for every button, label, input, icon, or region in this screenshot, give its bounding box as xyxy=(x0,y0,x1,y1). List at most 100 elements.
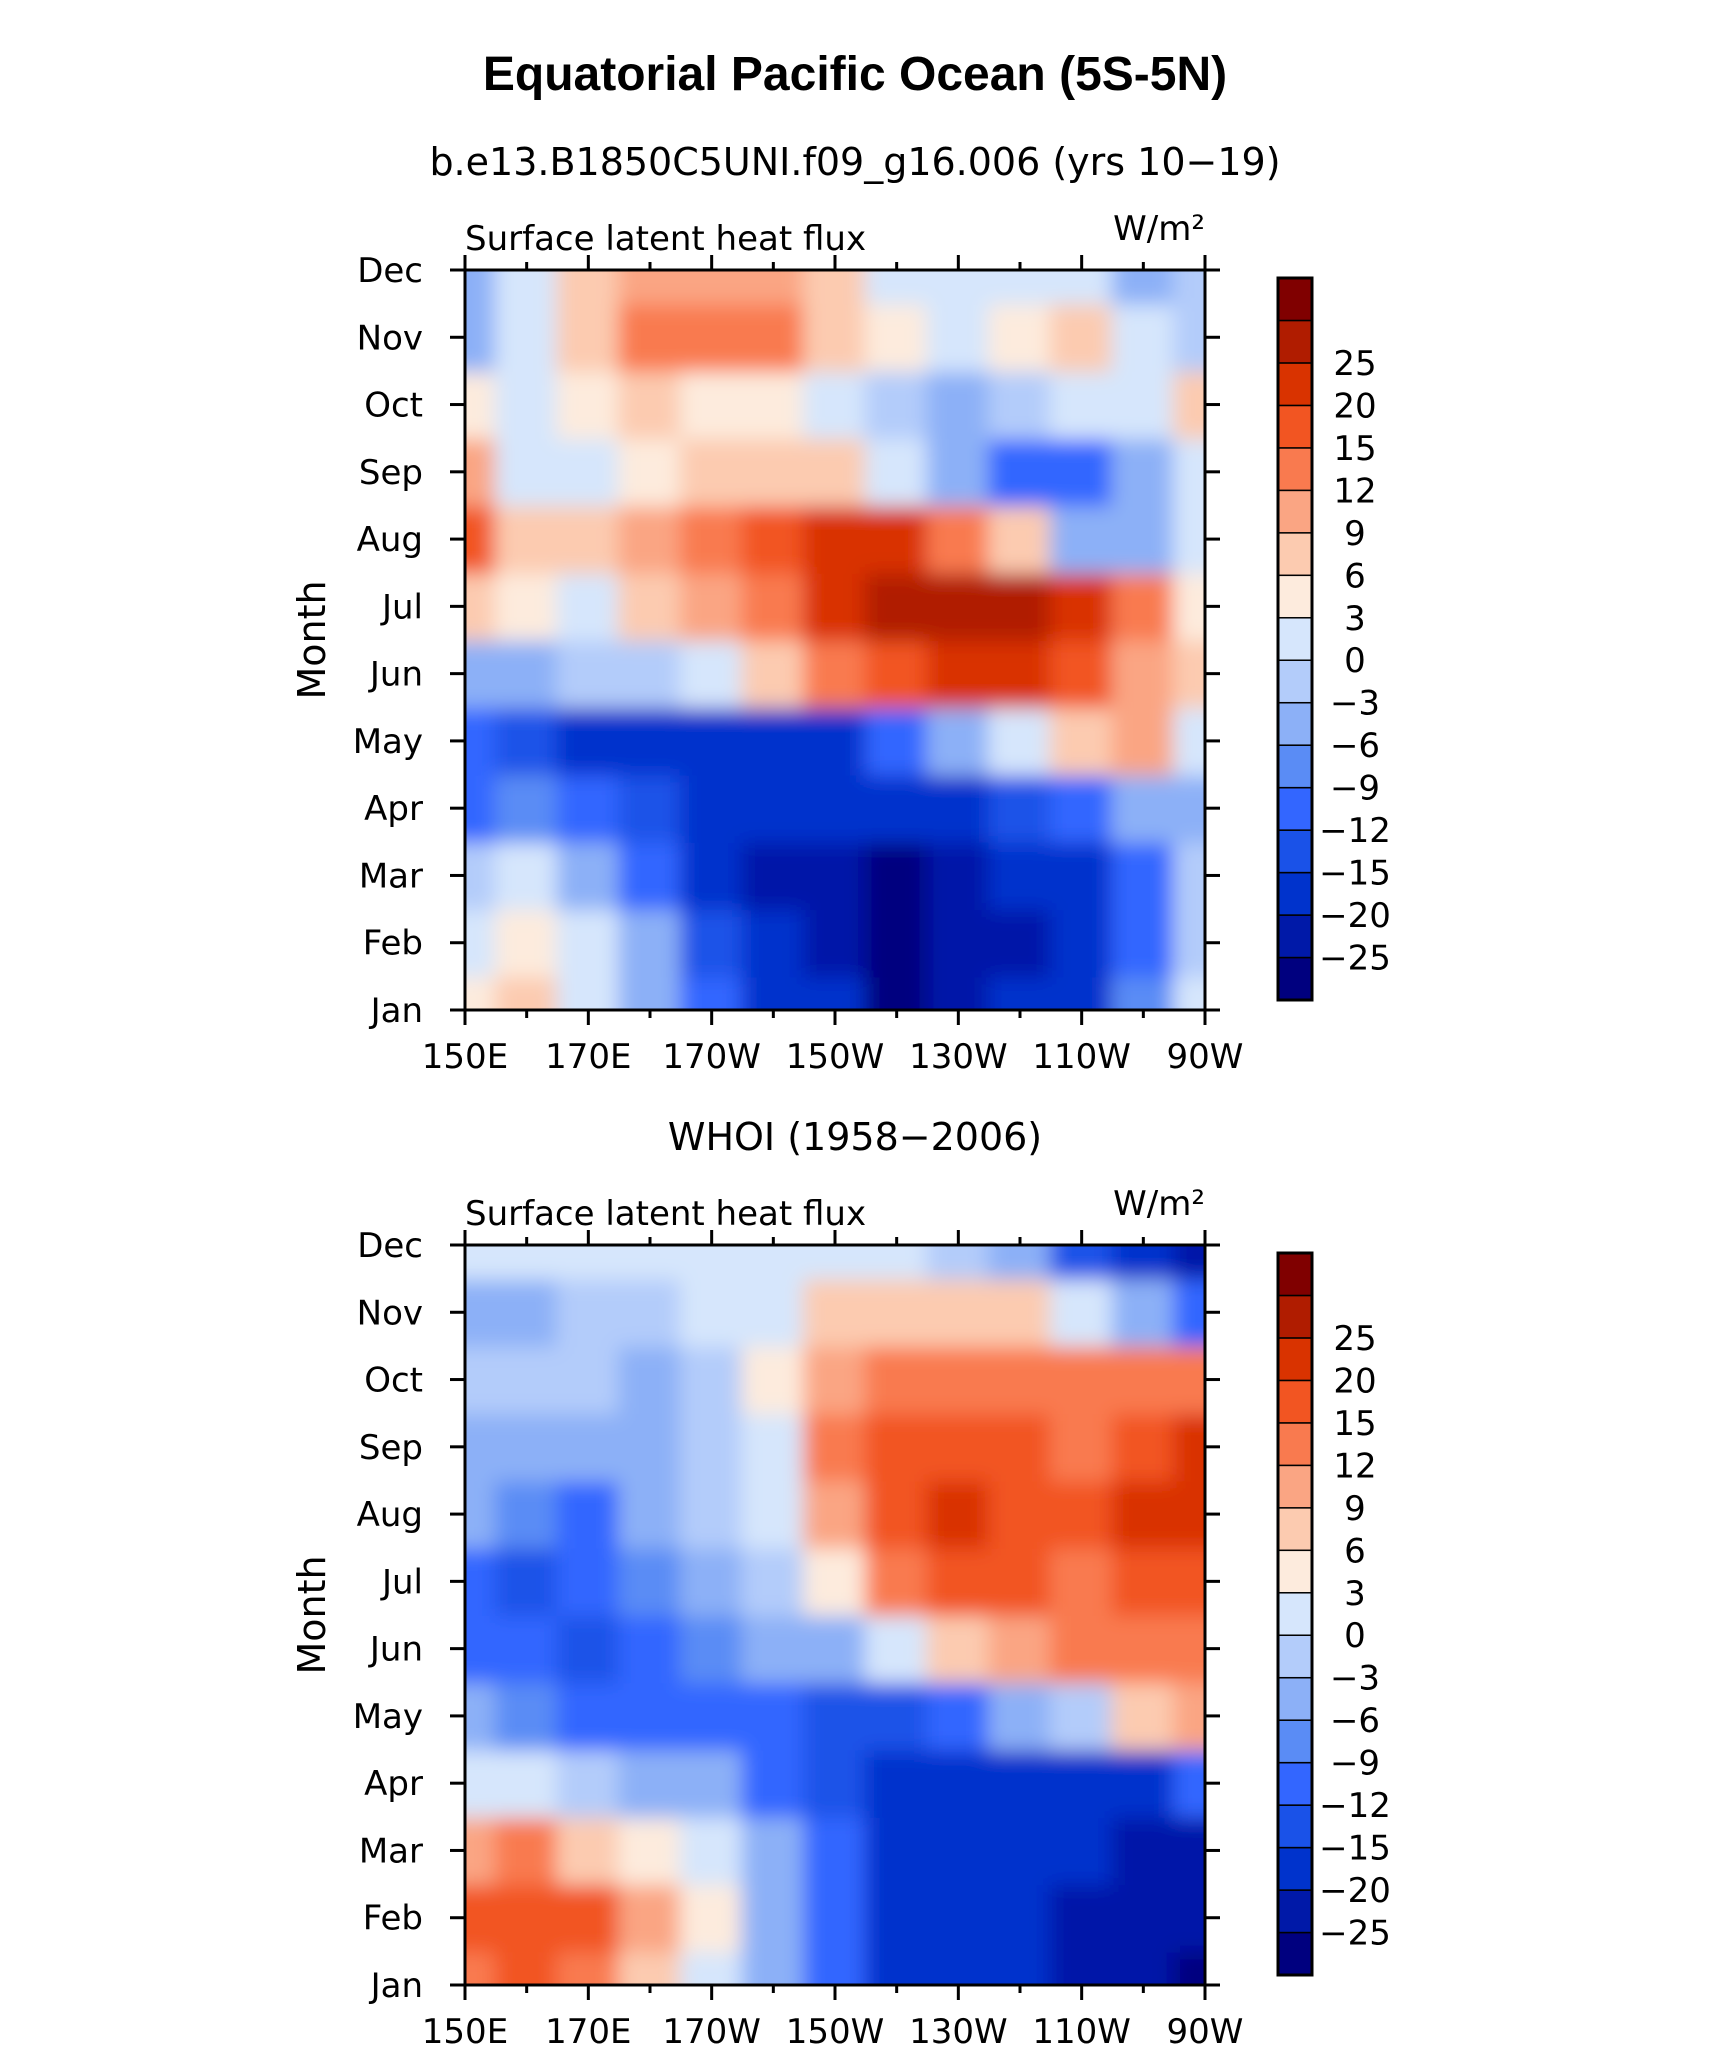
heatmap-cell xyxy=(556,840,621,911)
heatmap-cell xyxy=(988,437,1052,507)
heatmap-cell xyxy=(1049,975,1114,1010)
heatmap-cell xyxy=(1049,908,1114,978)
heatmap-cell xyxy=(803,1546,867,1616)
heatmap-cell xyxy=(926,1412,991,1482)
heatmap-cell xyxy=(1049,1883,1114,1953)
heatmap-cell xyxy=(1173,1277,1205,1347)
x-tick-label: 110W xyxy=(1032,1037,1131,1077)
colorbar-label: −25 xyxy=(1319,1914,1391,1954)
heatmap-cell xyxy=(465,1748,497,1818)
heatmap-cell xyxy=(988,1277,1052,1347)
heatmap-cell xyxy=(1173,270,1205,305)
heatmap-cell xyxy=(803,908,867,978)
colorbar-label: 15 xyxy=(1333,1404,1376,1444)
heatmap-cell xyxy=(864,571,929,641)
heatmap-cell xyxy=(741,504,806,574)
heatmap-cell xyxy=(556,270,621,305)
heatmap-cell xyxy=(1173,1614,1205,1684)
heatmap-cell xyxy=(1049,1815,1114,1886)
colorbar-swatch xyxy=(1277,319,1313,364)
x-tick-label: 90W xyxy=(1167,2012,1244,2052)
heatmap-cell xyxy=(494,1412,559,1482)
heatmap-cell xyxy=(803,1344,867,1415)
heatmap-cell xyxy=(1173,437,1205,507)
heatmap-cell xyxy=(926,369,991,440)
heatmap-cell xyxy=(988,1614,1052,1684)
y-tick-label: Oct xyxy=(364,386,423,426)
y-axis-label: Month xyxy=(290,1555,334,1674)
heatmap-cell xyxy=(494,270,559,305)
heatmap-cell xyxy=(556,908,621,978)
heatmap-cell xyxy=(465,1277,497,1347)
heatmap-cell xyxy=(679,1344,744,1415)
heatmap-cell xyxy=(465,302,497,372)
heatmap-cell xyxy=(556,571,621,641)
heatmap-cell xyxy=(741,1748,806,1818)
heatmap-cell xyxy=(926,840,991,911)
heatmap-cell xyxy=(741,840,806,911)
heatmap-cell xyxy=(988,1412,1052,1482)
heatmap-cell xyxy=(494,1748,559,1818)
colorbar-swatch xyxy=(1277,1634,1313,1679)
colorbar-label: 3 xyxy=(1344,1574,1366,1614)
heatmap-cell xyxy=(926,504,991,574)
colorbar-label: 15 xyxy=(1333,429,1376,469)
heatmap-cell xyxy=(679,908,744,978)
heatmap-cell xyxy=(864,1412,929,1482)
heatmap-cell xyxy=(679,1277,744,1347)
heatmap-cell xyxy=(1111,1479,1176,1549)
heatmap-field xyxy=(465,270,1205,1010)
y-tick-label: Mar xyxy=(359,1831,423,1871)
y-tick-label: Jan xyxy=(369,991,423,1031)
y-tick-label: Nov xyxy=(357,318,423,358)
heatmap-cell xyxy=(1111,1748,1176,1818)
heatmap-cell xyxy=(494,840,559,911)
colorbar-swatch xyxy=(1277,404,1313,449)
heatmap-cell xyxy=(803,1815,867,1886)
heatmap-cell xyxy=(618,1546,682,1616)
y-tick-label: Apr xyxy=(364,789,423,829)
heatmap-cell xyxy=(679,773,744,843)
heatmap-cell xyxy=(618,1412,682,1482)
heatmap-cell xyxy=(1111,1546,1176,1616)
heatmap-cell xyxy=(803,302,867,372)
heatmap-cell xyxy=(679,571,744,641)
heatmap-cell xyxy=(618,1815,682,1886)
heatmap-cell xyxy=(465,1245,497,1280)
colorbar-label: −20 xyxy=(1319,1871,1391,1911)
heatmap-cell xyxy=(1173,571,1205,641)
colorbar-swatch xyxy=(1277,1719,1313,1764)
panel-subtitle: b.e13.B1850C5UNI.f09_g16.006 (yrs 10−19) xyxy=(429,140,1280,184)
colorbar-swatch xyxy=(1277,532,1313,577)
heatmap-cell xyxy=(926,1245,991,1280)
heatmap-cell xyxy=(556,975,621,1010)
y-tick-label: Jul xyxy=(380,1562,423,1602)
heatmap-cell xyxy=(988,1344,1052,1415)
x-tick-label: 150E xyxy=(422,1037,508,1077)
heatmap-cell xyxy=(1049,1245,1114,1280)
y-tick-label: Nov xyxy=(357,1293,423,1333)
colorbar-swatch xyxy=(1277,1931,1313,1976)
heatmap-cell xyxy=(618,302,682,372)
y-tick-label: Mar xyxy=(359,856,423,896)
heatmap-cell xyxy=(1049,1614,1114,1684)
heatmap-cell xyxy=(1111,1412,1176,1482)
heatmap-cell xyxy=(741,1344,806,1415)
colorbar-swatch xyxy=(1277,659,1313,704)
heatmap-cell xyxy=(1111,504,1176,574)
panel-subtitle: WHOI (1958−2006) xyxy=(668,1115,1042,1159)
heatmap-cell xyxy=(618,571,682,641)
colorbar-label: 12 xyxy=(1333,1446,1376,1486)
heatmap-cell xyxy=(1173,1479,1205,1549)
colorbar-label: −3 xyxy=(1330,1659,1380,1699)
heatmap-cell xyxy=(618,1950,682,1985)
colorbar-swatch xyxy=(1277,1252,1313,1297)
colorbar-swatch xyxy=(1277,617,1313,661)
heatmap-cell xyxy=(679,1681,744,1751)
heatmap-cell xyxy=(556,302,621,372)
heatmap-cell xyxy=(926,1277,991,1347)
heatmap-cell xyxy=(988,706,1052,776)
heatmap-cell xyxy=(1111,1950,1176,1985)
colorbar-swatch xyxy=(1277,1592,1313,1636)
heatmap-cell xyxy=(556,1412,621,1482)
